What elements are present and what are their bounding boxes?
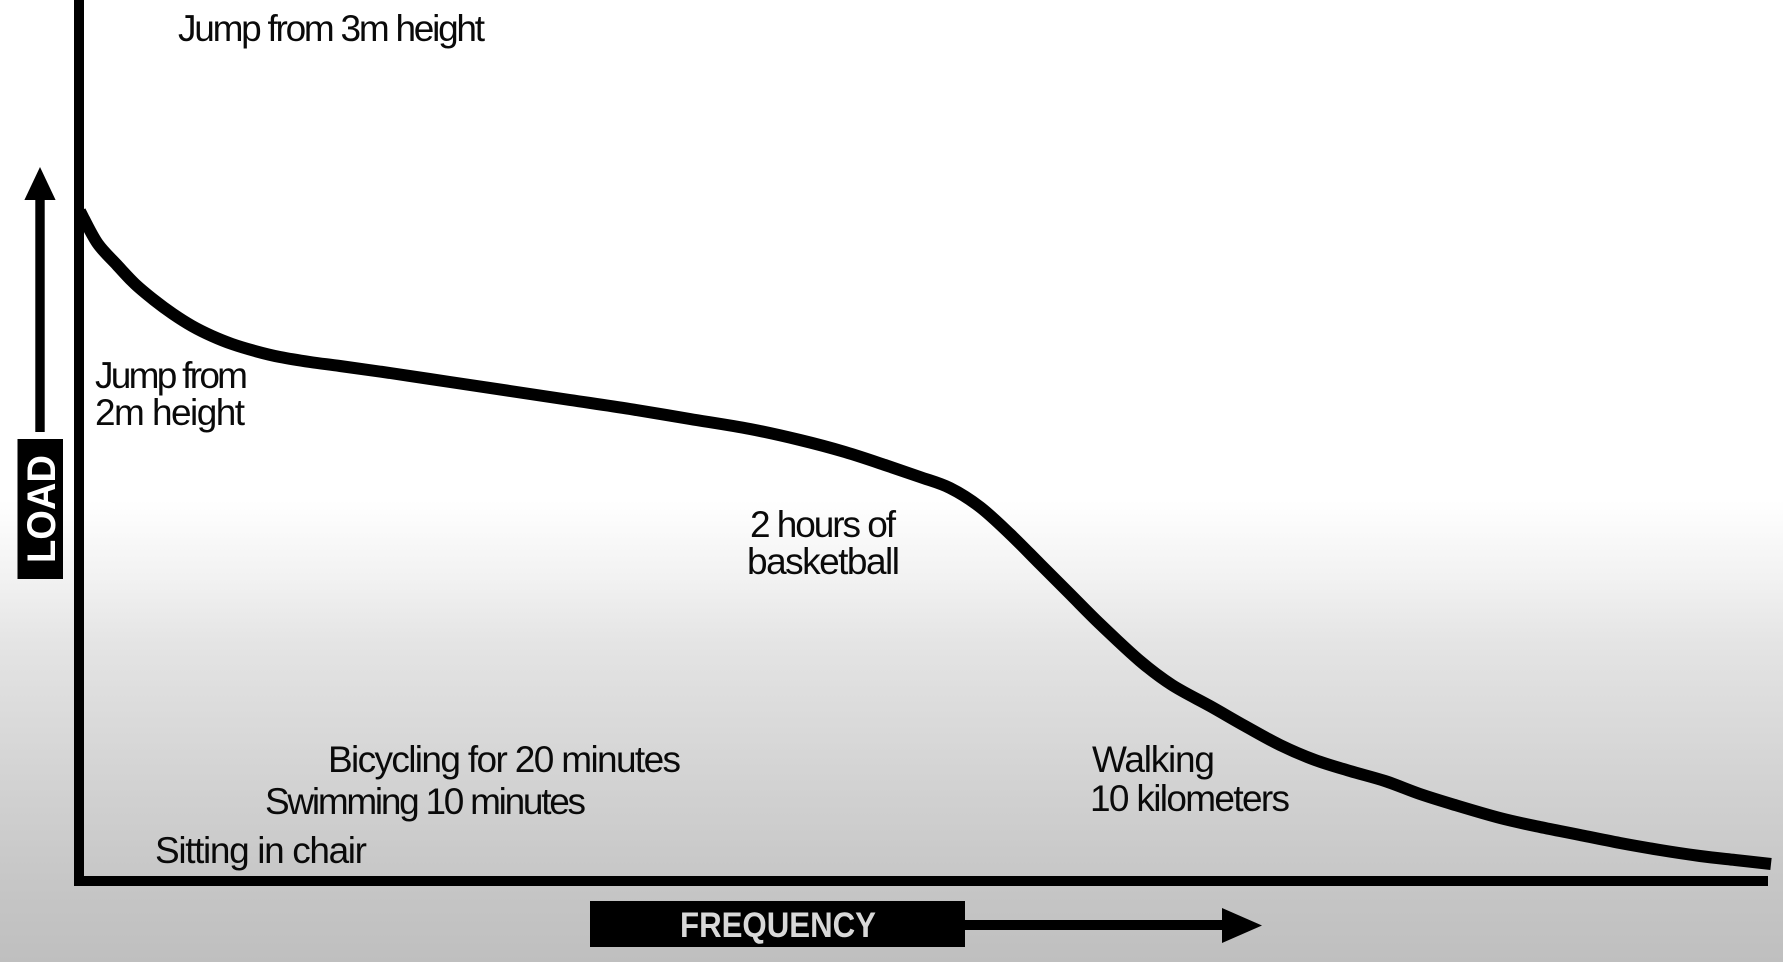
svg-text:Bicycling for 20 minutes: Bicycling for 20 minutes	[328, 739, 681, 780]
svg-text:Sitting in chair: Sitting in chair	[155, 830, 367, 871]
svg-text:2 hours of: 2 hours of	[750, 504, 897, 545]
svg-text:FREQUENCY: FREQUENCY	[680, 906, 876, 945]
svg-text:10 kilometers: 10 kilometers	[1090, 778, 1290, 819]
svg-text:basketball: basketball	[747, 541, 900, 582]
svg-text:Jump from: Jump from	[95, 355, 248, 396]
svg-text:Walking: Walking	[1092, 739, 1215, 780]
svg-text:Swimming 10 minutes: Swimming 10 minutes	[265, 781, 586, 822]
svg-text:Jump from 3m height: Jump from 3m height	[178, 8, 486, 49]
svg-text:LOAD: LOAD	[20, 455, 64, 563]
svg-text:2m height: 2m height	[95, 392, 246, 433]
